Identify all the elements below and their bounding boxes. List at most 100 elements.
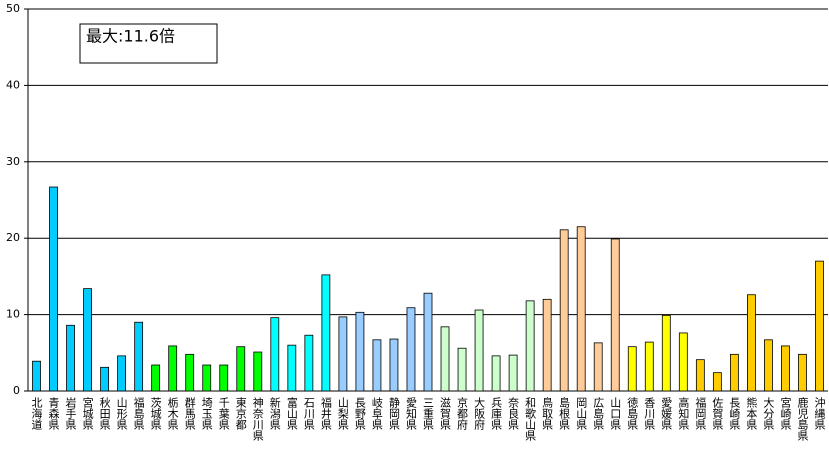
x-tick-label: 熊本県 bbox=[745, 396, 758, 431]
y-tick-label: 10 bbox=[6, 308, 20, 321]
x-tick-label: 鹿児島県 bbox=[796, 396, 809, 442]
bar bbox=[219, 364, 229, 392]
bar bbox=[627, 346, 637, 392]
x-tick-label: 宮崎県 bbox=[779, 396, 792, 431]
y-tick-label: 30 bbox=[6, 155, 20, 168]
x-tick-label: 愛媛県 bbox=[660, 397, 673, 431]
bar bbox=[100, 366, 109, 392]
x-tick-label: 宮城県 bbox=[81, 396, 94, 431]
x-tick-label: 愛知県 bbox=[404, 397, 417, 431]
x-tick-label: 神奈川県 bbox=[251, 396, 264, 442]
bar bbox=[253, 351, 263, 392]
bar bbox=[236, 346, 246, 392]
x-tick-label: 新潟県 bbox=[268, 396, 281, 431]
bar bbox=[661, 314, 671, 392]
x-tick-label: 徳島県 bbox=[626, 397, 639, 431]
x-tick-label: 大阪府 bbox=[473, 396, 486, 431]
x-tick-label: 山形県 bbox=[115, 397, 128, 431]
x-tick-label: 兵庫県 bbox=[490, 397, 503, 431]
bar bbox=[66, 324, 75, 392]
bar bbox=[151, 364, 161, 392]
x-tick-label: 岡山県 bbox=[575, 397, 588, 431]
y-tick-label: 20 bbox=[6, 231, 20, 244]
x-tick-label: 沖縄県 bbox=[813, 397, 826, 431]
bar bbox=[678, 332, 688, 392]
bar bbox=[508, 354, 518, 392]
x-tick-label: 島根県 bbox=[558, 396, 571, 431]
bar bbox=[474, 309, 484, 392]
x-tick-label: 鳥取県 bbox=[541, 396, 554, 431]
bar bbox=[747, 294, 756, 392]
bar bbox=[525, 300, 535, 392]
x-tick-label: 山梨県 bbox=[336, 397, 349, 431]
bar bbox=[815, 260, 824, 392]
bar bbox=[117, 355, 127, 392]
bar bbox=[338, 316, 348, 392]
x-tick-label: 大分県 bbox=[762, 396, 775, 431]
x-tick-label: 埼玉県 bbox=[200, 396, 213, 431]
bar bbox=[695, 359, 705, 392]
annotation: 最大:11.6倍 bbox=[86, 27, 175, 46]
x-tick-label: 香川県 bbox=[643, 397, 656, 431]
bar bbox=[406, 307, 416, 392]
bar bbox=[593, 342, 603, 392]
x-tick-label: 福岡県 bbox=[694, 396, 707, 431]
x-tick-label: 長崎県 bbox=[728, 397, 741, 431]
x-tick-label: 青森県 bbox=[47, 397, 60, 431]
x-tick-label: 福井県 bbox=[319, 396, 332, 431]
bar bbox=[49, 186, 58, 392]
bar bbox=[168, 345, 178, 392]
x-tick-label: 富山県 bbox=[285, 396, 298, 431]
x-tick-label: 茨城県 bbox=[149, 396, 162, 431]
bar bbox=[729, 353, 739, 392]
bar bbox=[321, 274, 331, 392]
x-tick-label: 群馬県 bbox=[183, 396, 196, 431]
x-tick-label: 三重県 bbox=[422, 397, 435, 431]
x-tick-label: 千葉県 bbox=[217, 397, 230, 431]
bar bbox=[440, 326, 450, 392]
x-tick-label: 岐阜県 bbox=[370, 397, 383, 431]
x-tick-label: 東京都 bbox=[234, 397, 247, 430]
bar bbox=[610, 238, 620, 392]
x-tick-label: 石川県 bbox=[302, 397, 315, 431]
bar bbox=[287, 344, 297, 392]
bar bbox=[457, 347, 467, 392]
bar bbox=[185, 353, 195, 392]
x-tick-label: 広島県 bbox=[592, 397, 605, 431]
bar bbox=[781, 345, 790, 392]
bar bbox=[798, 353, 807, 392]
bar bbox=[372, 339, 382, 392]
x-tick-label: 和歌山県 bbox=[524, 397, 537, 442]
bar bbox=[644, 341, 654, 392]
y-tick-label: 40 bbox=[6, 78, 20, 91]
bar bbox=[32, 360, 41, 392]
bar bbox=[712, 372, 722, 392]
annotation-box bbox=[79, 23, 218, 64]
x-tick-label: 高知県 bbox=[677, 396, 690, 431]
y-tick-label: 50 bbox=[6, 2, 20, 15]
y-tick-label: 0 bbox=[13, 384, 20, 397]
x-tick-label: 静岡県 bbox=[387, 396, 400, 431]
bar bbox=[389, 338, 399, 392]
x-tick-label: 長野県 bbox=[353, 397, 366, 431]
bar bbox=[576, 226, 586, 392]
bar bbox=[83, 288, 92, 392]
x-tick-label: 岩手県 bbox=[64, 396, 77, 431]
bar bbox=[559, 229, 569, 392]
bar bbox=[355, 311, 365, 392]
bar bbox=[764, 339, 773, 392]
bar bbox=[270, 317, 280, 392]
bar bbox=[491, 355, 501, 392]
x-tick-label: 山口県 bbox=[609, 397, 622, 431]
x-tick-label: 北海道 bbox=[30, 397, 43, 430]
bar bbox=[423, 292, 433, 392]
x-tick-label: 京都府 bbox=[456, 396, 469, 431]
x-tick-label: 秋田県 bbox=[98, 396, 111, 431]
x-tick-label: 滋賀県 bbox=[439, 397, 452, 431]
bar bbox=[542, 298, 552, 392]
x-tick-label: 佐賀県 bbox=[711, 396, 724, 431]
x-tick-label: 奈良県 bbox=[507, 396, 520, 431]
bar bbox=[202, 364, 212, 392]
bar bbox=[134, 321, 144, 392]
